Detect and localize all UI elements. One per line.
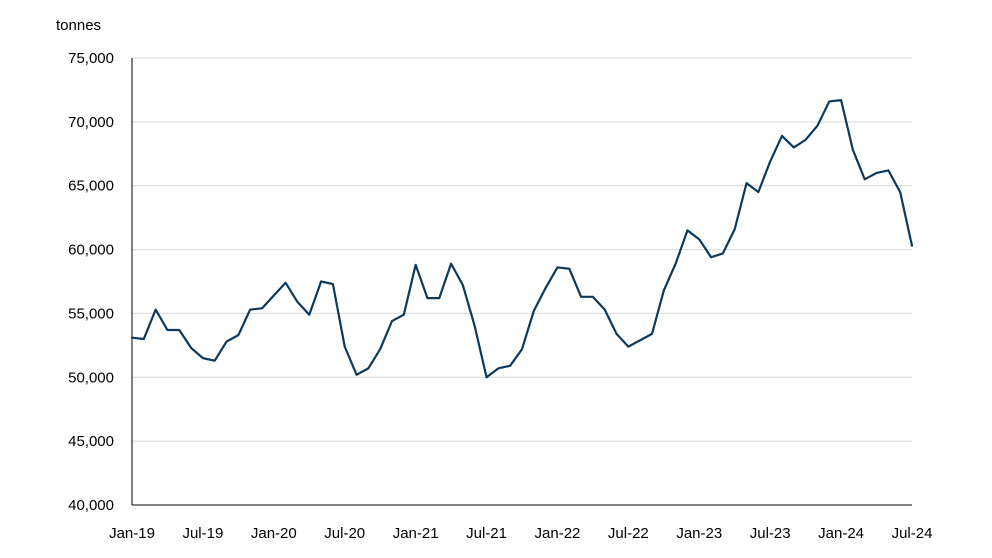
y-tick-label: 65,000 <box>68 178 114 195</box>
x-tick-label: Jan-20 <box>251 525 297 542</box>
y-axis-unit-label: tonnes <box>56 17 101 34</box>
y-tick-label: 75,000 <box>68 50 114 67</box>
y-tick-label: 55,000 <box>68 305 114 322</box>
y-tick-label: 60,000 <box>68 242 114 259</box>
x-tick-label: Jan-22 <box>535 525 581 542</box>
x-tick-label: Jul-24 <box>892 525 933 542</box>
series-line <box>130 99 914 379</box>
x-tick-label: Jul-22 <box>608 525 649 542</box>
x-axis-tick-labels: Jan-19 Jul-19 Jan-20 Jul-20 Jan-21 Jul-21 Jan-… <box>109 525 932 542</box>
x-tick-label: Jul-20 <box>324 525 365 542</box>
y-axis-tick-labels: 40,000 45,000 50,000 55,000 60,000 65,000 70,0… <box>68 50 114 514</box>
x-tick-label: Jan-19 <box>109 525 155 542</box>
x-tick-label: Jan-21 <box>393 525 439 542</box>
axes <box>131 58 912 506</box>
y-tick-label: 70,000 <box>68 114 114 131</box>
x-tick-label: Jan-23 <box>676 525 722 542</box>
x-tick-label: Jul-21 <box>466 525 507 542</box>
gridlines <box>132 57 912 442</box>
x-tick-label: Jul-23 <box>750 525 791 542</box>
series-group <box>130 99 914 379</box>
y-tick-label: 40,000 <box>68 497 114 514</box>
y-tick-label: 50,000 <box>68 369 114 386</box>
y-tick-label: 45,000 <box>68 433 114 450</box>
x-tick-label: Jul-19 <box>182 525 223 542</box>
x-tick-label: Jan-24 <box>818 525 864 542</box>
